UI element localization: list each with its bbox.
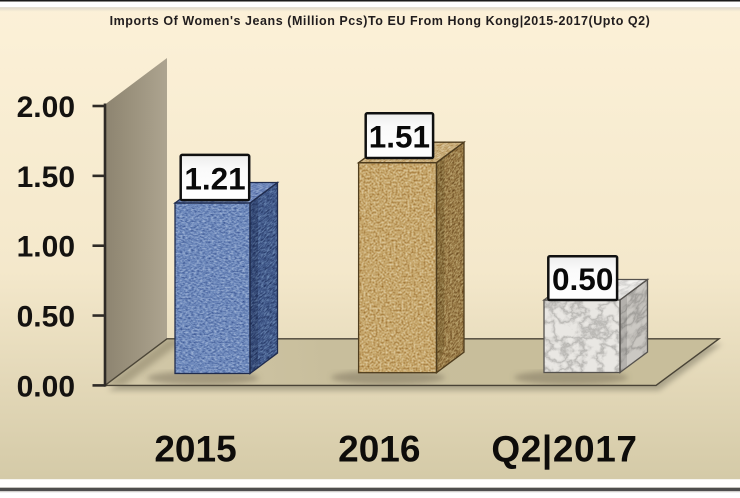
svg-text:2015: 2015	[154, 428, 236, 469]
svg-text:2.00: 2.00	[17, 91, 75, 124]
svg-text:1.51: 1.51	[369, 119, 430, 155]
svg-text:1.50: 1.50	[17, 161, 75, 194]
svg-text:2016: 2016	[338, 428, 420, 469]
svg-text:0.50: 0.50	[552, 261, 613, 297]
svg-text:0.00: 0.00	[17, 370, 75, 403]
svg-text:1.21: 1.21	[184, 160, 245, 196]
svg-text:1.00: 1.00	[17, 231, 75, 264]
svg-text:0.50: 0.50	[17, 301, 75, 334]
svg-text:Imports Of Women's Jeans (Mill: Imports Of Women's Jeans (Million Pcs)To…	[110, 14, 651, 28]
svg-text:Q2|2017: Q2|2017	[491, 428, 637, 470]
